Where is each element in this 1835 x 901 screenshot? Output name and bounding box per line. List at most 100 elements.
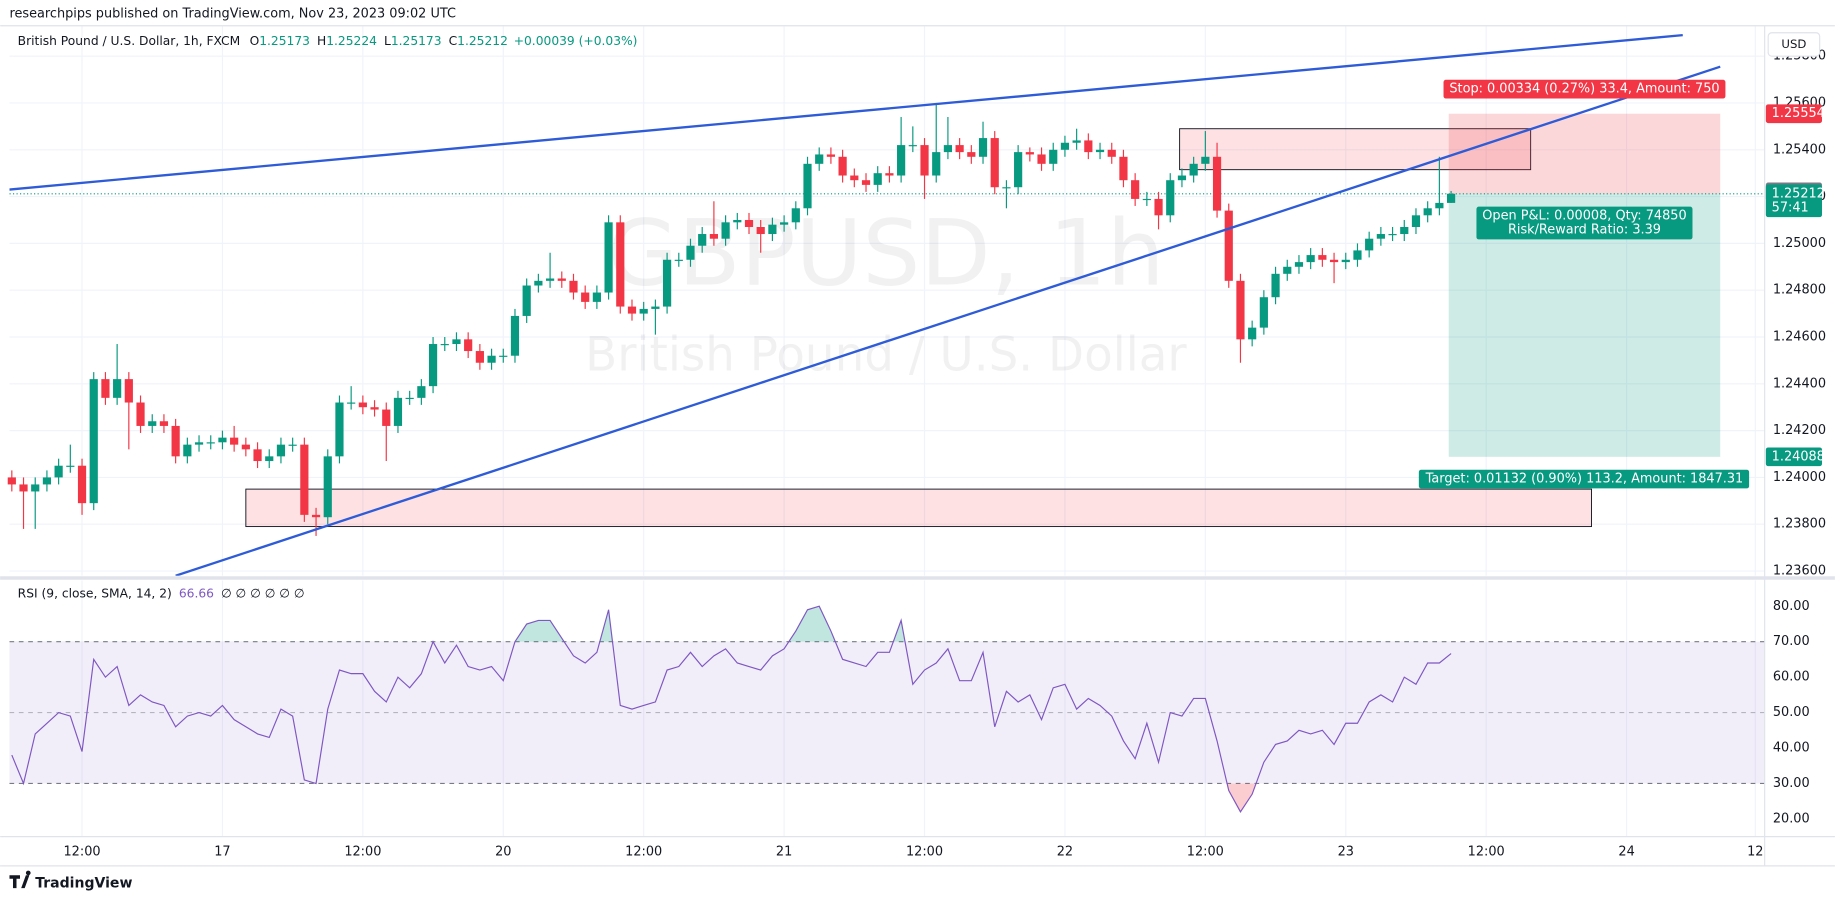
stop-label-box bbox=[1443, 79, 1726, 99]
candle-body bbox=[300, 444, 309, 515]
candle-body bbox=[1142, 198, 1151, 201]
price-axis-label-box bbox=[1765, 184, 1823, 218]
candle-body bbox=[288, 444, 297, 446]
x-tick-label: 12:00 bbox=[344, 844, 381, 859]
y-tick-label: 1.24600 bbox=[1773, 329, 1826, 344]
candle-body bbox=[206, 442, 215, 444]
y-tick-label: 1.25000 bbox=[1773, 236, 1826, 251]
ohlc-key: O bbox=[250, 33, 260, 47]
candle-body bbox=[370, 407, 379, 410]
candle-body bbox=[1318, 255, 1327, 260]
candle-body bbox=[148, 421, 157, 426]
candle-body bbox=[1353, 250, 1362, 260]
candle-body bbox=[557, 278, 566, 281]
candle-body bbox=[838, 156, 847, 176]
candle-body bbox=[428, 344, 438, 387]
x-tick-label: 12:00 bbox=[63, 844, 100, 859]
candle-body bbox=[709, 234, 718, 239]
x-tick-label: 12:00 bbox=[1468, 844, 1505, 859]
candle-body bbox=[662, 259, 672, 307]
price-axis-label: 1.25212 bbox=[1772, 186, 1825, 201]
y-tick-label: 1.25400 bbox=[1773, 142, 1826, 157]
candle-body bbox=[66, 465, 75, 467]
x-tick-label: 12:00 bbox=[1187, 844, 1224, 859]
candle-body bbox=[721, 222, 730, 239]
candle-body bbox=[89, 379, 98, 504]
candle-body bbox=[1376, 234, 1385, 239]
rsi-name: RSI (9, close, SMA, 14, 2) bbox=[18, 586, 172, 600]
published-note: researchpips published on TradingView.co… bbox=[9, 7, 455, 22]
candle-body bbox=[1212, 156, 1222, 211]
y-tick-label: 1.24800 bbox=[1773, 283, 1826, 298]
candle-body bbox=[1446, 193, 1456, 203]
candle-body bbox=[1014, 152, 1023, 188]
candle-body bbox=[276, 444, 286, 457]
candle-body bbox=[159, 421, 169, 426]
y-tick-label: 1.24000 bbox=[1773, 470, 1826, 485]
zone-box bbox=[245, 488, 1592, 528]
watermark: GBPUSD, 1h British Pound / U.S. Dollar bbox=[585, 200, 1187, 383]
stop-label: Stop: 0.00334 (0.27%) 33.4, Amount: 750 bbox=[1449, 82, 1719, 97]
trend-line bbox=[9, 33, 1683, 191]
candle-body bbox=[1224, 210, 1233, 281]
rsi-tick-label: 70.00 bbox=[1773, 634, 1810, 649]
candle-body bbox=[791, 208, 800, 223]
x-tick-label: 24 bbox=[1618, 844, 1634, 859]
candle-body bbox=[475, 351, 484, 363]
rsi-legend: RSI (9, close, SMA, 14, 2) 66.66 ∅ ∅ ∅ ∅ ∅… bbox=[18, 586, 305, 600]
candle-body bbox=[124, 379, 133, 403]
candle-body bbox=[253, 449, 262, 462]
candle-body bbox=[1306, 255, 1315, 263]
pnl-label-box bbox=[1476, 206, 1693, 240]
ohlc-key: H bbox=[317, 33, 326, 47]
candle-body bbox=[1400, 227, 1409, 235]
rsi-tick-label: 40.00 bbox=[1773, 741, 1810, 756]
candle-body bbox=[54, 465, 63, 478]
candle-body bbox=[230, 437, 239, 445]
footer: TradingView bbox=[9, 870, 132, 891]
candle-body bbox=[545, 278, 555, 281]
candle-body bbox=[850, 175, 859, 181]
candle-body bbox=[733, 219, 742, 223]
x-tick-label: 23 bbox=[1338, 844, 1354, 859]
candle-body bbox=[1084, 140, 1093, 153]
candle-body bbox=[335, 402, 344, 457]
candle-body bbox=[417, 386, 426, 398]
candle-body bbox=[1189, 163, 1198, 176]
candle-body bbox=[1365, 238, 1374, 251]
price-axis-label-group: 1.24088 bbox=[1765, 447, 1825, 467]
rsi-tick-label: 20.00 bbox=[1773, 811, 1810, 826]
candle-body bbox=[885, 173, 894, 176]
candle-body bbox=[1131, 180, 1140, 199]
candle-body bbox=[77, 465, 87, 504]
candle-body bbox=[1294, 262, 1304, 267]
candle-body bbox=[136, 402, 145, 426]
candle-body bbox=[569, 280, 578, 293]
y-tick-label: 1.23800 bbox=[1773, 517, 1826, 532]
stop-label-group: Stop: 0.00334 (0.27%) 33.4, Amount: 750 bbox=[1443, 79, 1726, 99]
candle-body bbox=[826, 154, 836, 157]
candle-body bbox=[1002, 187, 1011, 189]
rsi-pane bbox=[9, 605, 1765, 813]
candle-body bbox=[873, 173, 882, 185]
candle-body bbox=[943, 145, 953, 153]
y-tick-label: 1.24200 bbox=[1773, 423, 1826, 438]
candle-body bbox=[1423, 208, 1432, 216]
candles bbox=[7, 102, 1456, 536]
rsi-tick-label: 30.00 bbox=[1773, 776, 1810, 791]
ohlc-key: L bbox=[384, 33, 391, 47]
candle-body bbox=[510, 315, 520, 356]
candle-body bbox=[815, 154, 824, 164]
candle-body bbox=[113, 379, 122, 398]
price-axis-label-box bbox=[1765, 447, 1823, 467]
candle-body bbox=[780, 222, 789, 225]
price-axis-label: 1.25554 bbox=[1772, 106, 1825, 121]
candle-body bbox=[955, 145, 964, 153]
change: +0.00039 (+0.03%) bbox=[514, 33, 638, 47]
rsi-tick-label: 50.00 bbox=[1773, 705, 1810, 720]
x-tick-label: 12:00 bbox=[625, 844, 662, 859]
tradingview-logo bbox=[9, 870, 31, 889]
candle-body bbox=[1341, 259, 1350, 263]
